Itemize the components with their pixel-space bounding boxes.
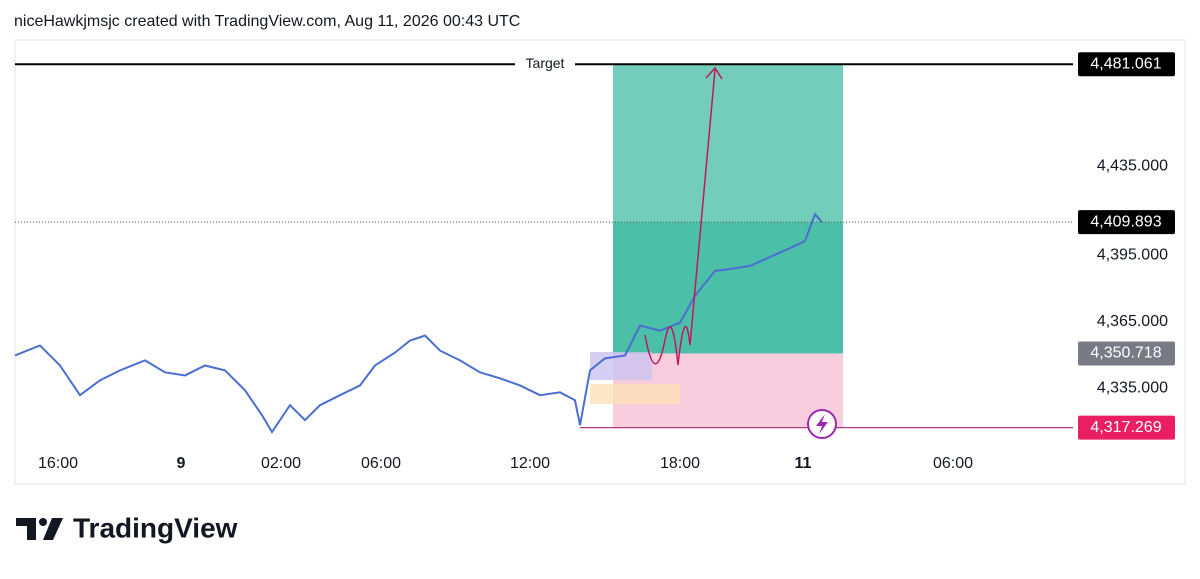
x-tick-label: 11 — [795, 455, 812, 472]
x-tick-label: 18:00 — [660, 455, 700, 472]
price-tag-label: 4,409.893 — [1090, 213, 1161, 230]
price-line — [14, 212, 823, 434]
zigzag-drawing — [644, 69, 716, 366]
x-tick-label: 12:00 — [510, 455, 550, 472]
y-tick-label: 4,395.000 — [1097, 246, 1168, 263]
price-tag — [1078, 52, 1175, 77]
price-tag-label: 4,317.269 — [1090, 419, 1161, 436]
y-tick-label: 4,435.000 — [1097, 158, 1168, 175]
plot: 4,435.000 4,395.000 4,365.000 4,335.000 16:0… — [14, 52, 1175, 472]
x-tick-label: 16:00 — [38, 455, 78, 472]
y-tick-label: 4,335.000 — [1097, 380, 1168, 397]
price-tag — [1078, 210, 1175, 235]
price-tag — [1078, 415, 1175, 440]
x-tick-label: 9 — [177, 455, 186, 472]
chart-frame — [14, 39, 1186, 485]
x-tick-label: 06:00 — [361, 455, 401, 472]
price-tag — [1078, 341, 1175, 366]
target-text: Target — [526, 55, 565, 71]
x-tick-label: 02:00 — [261, 455, 301, 472]
arrow-head — [705, 66, 723, 80]
alert-bolt — [816, 414, 828, 434]
y-tick-label: 4,365.000 — [1097, 313, 1168, 330]
logo-text: TradingView — [73, 512, 238, 543]
open-profit-zone — [613, 222, 843, 354]
logo-icon — [16, 518, 63, 540]
highlight-box — [590, 384, 680, 404]
price-tag-label: 4,350.718 — [1090, 345, 1161, 362]
header: niceHawkjmsjc created with TradingView.c… — [14, 13, 520, 30]
x-tick-label: 06:00 — [933, 455, 973, 472]
price-tag-label: 4,481.061 — [1090, 55, 1161, 72]
target-text-bg — [515, 54, 575, 75]
